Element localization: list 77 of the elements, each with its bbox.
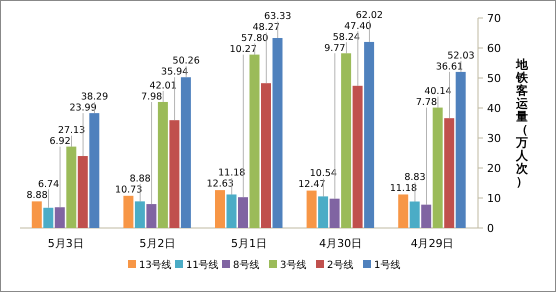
x-tick-label: 5月1日 [231, 237, 267, 250]
data-label: 42.01 [150, 80, 177, 92]
data-label: 8.88 [26, 190, 48, 201]
bar [444, 118, 454, 228]
bar [352, 86, 363, 228]
bar [341, 53, 352, 228]
data-label: 62.02 [356, 10, 383, 21]
ylabel: 地铁客运量（万人次） [516, 58, 528, 188]
y-tick-label: 70 [487, 12, 501, 25]
bar [134, 201, 145, 228]
bar [180, 77, 191, 228]
data-label: 12.63 [206, 178, 234, 190]
y-tick-label: 50 [487, 72, 501, 85]
bar [169, 120, 180, 228]
bar [330, 198, 340, 228]
bar [272, 38, 282, 228]
data-label: 10.73 [115, 184, 142, 196]
data-label: 7.78 [416, 97, 438, 108]
bar [66, 146, 76, 228]
data-label: 11.18 [390, 182, 418, 194]
y-tick-label: 0 [487, 222, 494, 235]
bar [261, 83, 271, 228]
data-label: 11.18 [218, 168, 246, 179]
bar [398, 194, 408, 228]
bar [226, 194, 236, 228]
bar [432, 108, 443, 228]
legend-label: 3号线 [280, 259, 306, 271]
x-tick-label: 5月2日 [139, 237, 176, 250]
bar [215, 190, 225, 228]
data-label: 27.13 [58, 125, 86, 136]
y-tick-label: 40 [487, 102, 501, 115]
y-tick-label: 30 [487, 132, 501, 145]
bar [32, 201, 42, 228]
y-tick-label: 20 [487, 162, 501, 175]
data-label: 50.26 [172, 56, 200, 67]
data-label: 8.88 [130, 173, 151, 184]
bar [410, 202, 420, 228]
data-label: 7.98 [141, 91, 162, 102]
data-label: 10.27 [230, 44, 257, 56]
bar [78, 156, 88, 228]
legend-label: 8号线 [233, 259, 260, 271]
data-label: 40.14 [424, 86, 452, 98]
bar [238, 197, 248, 228]
x-tick-label: 4月30日 [319, 237, 362, 250]
data-label: 47.40 [344, 20, 372, 32]
bar [123, 196, 134, 228]
bar [54, 207, 65, 228]
data-label: 9.77 [324, 42, 346, 54]
bar [364, 42, 374, 228]
bar [158, 102, 168, 228]
bar [89, 113, 100, 228]
x-tick-label: 5月3日 [48, 237, 84, 250]
data-label: 12.47 [298, 179, 326, 190]
bar [318, 196, 328, 228]
bar [250, 54, 260, 228]
data-label: 6.92 [49, 136, 71, 148]
bar [146, 204, 156, 228]
bar [306, 190, 317, 228]
data-label: 52.03 [447, 50, 475, 62]
bar [43, 208, 54, 228]
data-label: 57.80 [241, 33, 268, 44]
data-label: 48.27 [252, 22, 280, 34]
data-label: 6.74 [38, 178, 60, 190]
y-tick-label: 10 [487, 192, 501, 205]
legend-label: 2号线 [327, 259, 354, 271]
y-tick-label: 60 [487, 42, 501, 55]
data-label: 63.33 [264, 11, 292, 22]
legend-label: 13号线 [139, 259, 172, 271]
legend-label: 11号线 [186, 259, 219, 271]
bar [456, 72, 466, 228]
data-label: 38.29 [80, 92, 108, 103]
data-label: 8.83 [404, 172, 426, 183]
x-tick-label: 4月29日 [410, 237, 454, 250]
legend-label: 1号线 [374, 259, 400, 271]
data-label: 23.99 [69, 102, 97, 114]
data-label: 36.61 [436, 61, 464, 72]
bar [421, 204, 432, 228]
